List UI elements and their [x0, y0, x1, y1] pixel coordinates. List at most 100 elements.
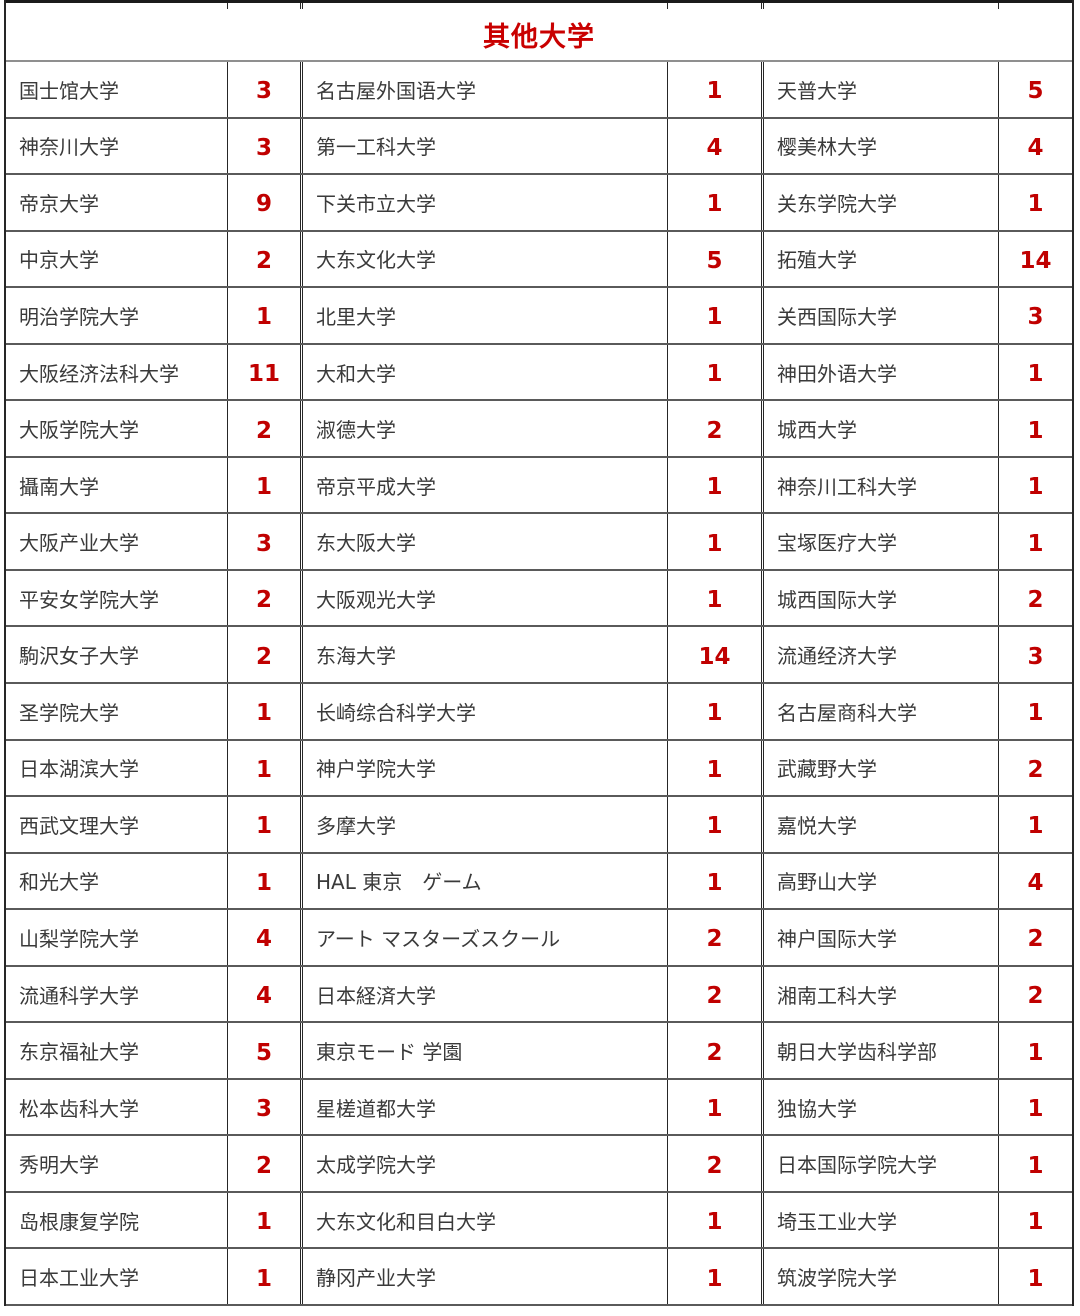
count-cell: 3	[228, 62, 303, 117]
sliver-cell	[6, 3, 228, 9]
university-name-cell: 樱美林大学	[764, 118, 999, 174]
university-name-cell: 埼玉工业大学	[764, 1192, 999, 1248]
university-name-cell: 星槎道都大学	[303, 1079, 668, 1135]
count-cell: 1	[668, 853, 764, 909]
university-name-cell: 神户学院大学	[303, 740, 668, 796]
count-cell: 1	[668, 740, 764, 796]
university-name-cell: 独協大学	[764, 1079, 999, 1135]
count-cell: 1	[668, 457, 764, 513]
count-cell: 1	[1027, 1152, 1044, 1179]
university-name-cell: 大阪经济法科大学	[6, 344, 228, 400]
count-cell: 1	[668, 62, 764, 117]
university-name-cell: 湘南工科大学	[764, 966, 999, 1022]
table-title-row: 其他大学	[6, 9, 1072, 62]
count-cell: 2	[668, 910, 764, 965]
count-cell: 1	[1027, 1209, 1044, 1236]
count-cell: 2	[228, 1136, 303, 1191]
university-name-cell: 西武文理大学	[6, 797, 228, 852]
count-cell: 4	[668, 118, 764, 174]
count-cell: 1	[228, 684, 303, 739]
sliver-cell	[668, 3, 764, 9]
university-name-cell: 大阪产业大学	[6, 514, 228, 569]
count-cell: 3	[228, 118, 303, 174]
count-cell: 1	[1027, 700, 1044, 727]
university-name-cell: 东京福祉大学	[6, 1023, 228, 1078]
university-name-cell: 大阪观光大学	[303, 570, 668, 626]
count-cell: 1	[668, 1192, 764, 1248]
university-name-cell: 淑德大学	[303, 401, 668, 456]
count-cell: 2	[1027, 983, 1044, 1010]
count-cell: 1	[1027, 813, 1044, 840]
count-cell: 1	[668, 514, 764, 569]
table-body: 国士馆大学 3 名古屋外国语大学 1 天普大学 5 神奈川大学 3 第一工科大学 4 樱美林大学 4 帝…	[6, 62, 1072, 1307]
university-name-cell: 大和大学	[303, 344, 668, 400]
table-row: 大阪经济法科大学 11 大和大学 1 神田外语大学 1	[6, 344, 1072, 402]
table-row: 山梨学院大学 4 アート マスターズスクール 2 神户国际大学 2	[6, 910, 1072, 967]
sliver-cell	[228, 3, 303, 9]
count-cell: 1	[1027, 1039, 1044, 1066]
university-name-cell: 关西国际大学	[764, 288, 999, 343]
count-cell: 3	[228, 514, 303, 569]
count-cell: 5	[668, 231, 764, 287]
university-name-cell: 筑波学院大学	[764, 1249, 999, 1305]
count-cell: 1	[1027, 1265, 1044, 1292]
university-name-cell: 大阪学院大学	[6, 401, 228, 456]
table-row: 秀明大学 2 太成学院大学 2 日本国际学院大学 1	[6, 1136, 1072, 1193]
university-name-cell: 和光大学	[6, 853, 228, 909]
count-cell: 4	[1027, 134, 1044, 161]
university-name-cell: 城西大学	[764, 401, 999, 456]
university-name-cell: 神奈川大学	[6, 118, 228, 174]
count-cell: 1	[668, 1079, 764, 1135]
count-cell: 1	[1027, 474, 1044, 501]
count-cell: 1	[1027, 1096, 1044, 1123]
university-name-cell: 名古屋外国语大学	[303, 62, 668, 117]
count-cell: 2	[1027, 587, 1044, 614]
table-row: 帝京大学 9 下关市立大学 1 关东学院大学 1	[6, 175, 1072, 232]
university-name-cell: 駒沢女子大学	[6, 627, 228, 683]
university-name-cell: 高野山大学	[764, 853, 999, 909]
count-cell: 2	[228, 401, 303, 456]
count-cell: 1	[668, 797, 764, 852]
count-cell: 5	[228, 1023, 303, 1078]
university-name-cell: 東京モード 学園	[303, 1023, 668, 1078]
table-row: 神奈川大学 3 第一工科大学 4 樱美林大学 4	[6, 118, 1072, 176]
university-name-cell: アート マスターズスクール	[303, 910, 668, 965]
count-cell: 5	[1027, 78, 1044, 105]
count-cell: 4	[228, 910, 303, 965]
count-cell: 2	[668, 401, 764, 456]
count-cell: 1	[228, 288, 303, 343]
university-name-cell: 名古屋商科大学	[764, 684, 999, 739]
sliver-cell	[999, 3, 1072, 9]
cutoff-row-sliver	[6, 0, 1072, 9]
count-cell: 3	[1027, 643, 1044, 670]
count-cell: 9	[228, 175, 303, 230]
table-row: 国士馆大学 3 名古屋外国语大学 1 天普大学 5	[6, 62, 1072, 119]
count-cell: 1	[668, 1249, 764, 1305]
count-cell: 2	[668, 1136, 764, 1191]
count-cell: 14	[668, 627, 764, 683]
university-name-cell: 第一工科大学	[303, 118, 668, 174]
university-name-cell: 东大阪大学	[303, 514, 668, 569]
university-name-cell: 明治学院大学	[6, 288, 228, 343]
table-row: 东京福祉大学 5 東京モード 学園 2 朝日大学齿科学部 1	[6, 1023, 1072, 1080]
university-name-cell: 山梨学院大学	[6, 910, 228, 965]
sliver-cell	[303, 3, 668, 9]
university-name-cell: 武藏野大学	[764, 740, 999, 796]
table-row: 日本湖滨大学 1 神户学院大学 1 武藏野大学 2	[6, 740, 1072, 798]
table-row: 流通科学大学 4 日本経済大学 2 湘南工科大学 2	[6, 966, 1072, 1024]
university-name-cell: 圣学院大学	[6, 684, 228, 739]
university-name-cell: 关东学院大学	[764, 175, 999, 230]
count-cell: 1	[668, 175, 764, 230]
university-name-cell: 长崎综合科学大学	[303, 684, 668, 739]
table-row: 圣学院大学 1 长崎综合科学大学 1 名古屋商科大学 1	[6, 684, 1072, 741]
table-row: 西武文理大学 1 多摩大学 1 嘉悦大学 1	[6, 797, 1072, 854]
table-title: 其他大学	[483, 22, 595, 53]
count-cell: 1	[1027, 417, 1044, 444]
count-cell: 14	[1019, 247, 1052, 274]
count-cell: 2	[228, 570, 303, 626]
count-cell: 1	[228, 1249, 303, 1305]
university-name-cell: 日本国际学院大学	[764, 1136, 999, 1191]
university-name-cell: 多摩大学	[303, 797, 668, 852]
university-name-cell: 嘉悦大学	[764, 797, 999, 852]
other-universities-table: 其他大学 国士馆大学 3 名古屋外国语大学 1 天普大学 5 神奈川大学 3 第一工科大学 4 樱美…	[4, 0, 1074, 1307]
